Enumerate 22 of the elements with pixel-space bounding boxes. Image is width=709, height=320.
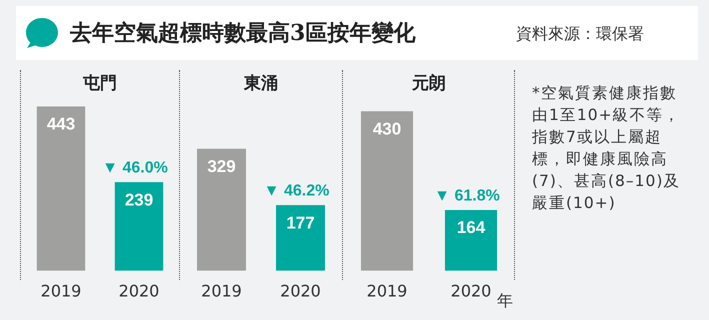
data-label: 329: [207, 156, 236, 176]
chart-title: 元朗: [411, 74, 446, 94]
data-label: 177: [286, 213, 315, 232]
text: *空氣質素健康指數由1至10+級不等，指數7或以上屬超標，即健康風險高(7)、甚高(8–10)及嚴重(10+): [532, 83, 682, 214]
text: 去年空氣超標時數最高3區按年變化: [70, 19, 416, 48]
annotation: ▼ 46.0%: [102, 160, 168, 177]
annotation: ▼ 61.8%: [434, 187, 500, 204]
x-axis-title: 年: [497, 291, 513, 310]
data-label: 443: [46, 114, 76, 134]
x-tick-label: 2019: [201, 282, 242, 301]
data-label: 239: [124, 190, 154, 210]
x-tick-label: 2020: [280, 282, 321, 301]
x-tick-label: 2020: [118, 282, 160, 301]
x-tick-label: 2019: [366, 282, 408, 301]
chart-title: 東涌: [243, 74, 278, 94]
chart-title: 屯門: [82, 74, 117, 94]
x-tick-label: 2020: [450, 282, 492, 301]
data-label: 430: [372, 119, 402, 138]
source-note: 資料來源：環保署: [516, 24, 644, 45]
x-tick-label: 2019: [40, 282, 82, 301]
annotation: ▼ 46.2%: [264, 182, 330, 200]
data-label: 164: [456, 218, 486, 238]
